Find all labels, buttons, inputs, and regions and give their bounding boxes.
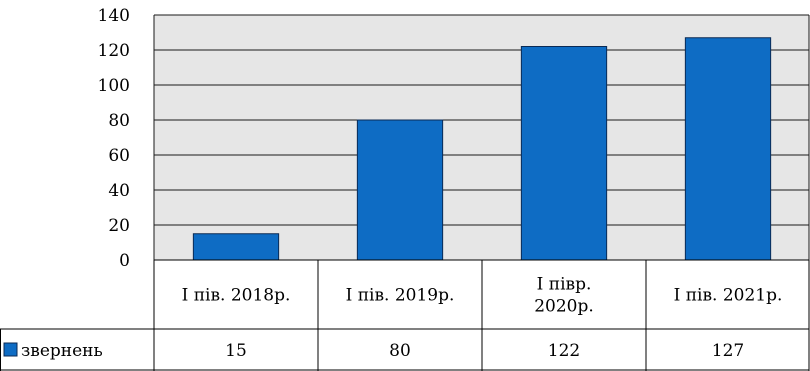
table-value-cell: 15 — [225, 341, 247, 361]
legend-swatch — [3, 342, 18, 357]
y-tick-label: 80 — [108, 111, 130, 131]
y-tick-label: 40 — [108, 181, 130, 201]
y-tick-label: 100 — [98, 76, 130, 96]
table-value-cell: 80 — [389, 341, 411, 361]
y-tick-label: 120 — [98, 41, 130, 61]
y-tick-label: 0 — [119, 251, 130, 271]
legend-label: звернень — [21, 341, 103, 361]
category-label: І півр. — [537, 275, 592, 295]
category-label: 2020р. — [534, 297, 594, 317]
data-table: І пів. 2018р. І пів. 2019р. І півр.2020р. І… — [0, 259, 810, 371]
y-tick-label: 60 — [108, 146, 130, 166]
category-label: І пів. 2019р. — [346, 286, 455, 306]
y-tick-label: 140 — [98, 6, 130, 26]
bar — [192, 233, 280, 261]
bar — [356, 119, 444, 261]
bar — [520, 46, 608, 261]
y-axis: 0 20 40 60 80 100 120 140 — [98, 6, 130, 271]
table-value-cell: 122 — [548, 341, 580, 361]
bar — [684, 37, 772, 261]
category-label: І пів. 2018р. — [182, 286, 291, 306]
bars — [192, 37, 772, 261]
table-value-cell: 127 — [712, 341, 744, 361]
y-tick-label: 20 — [108, 216, 130, 236]
category-label: І пів. 2021р. — [674, 286, 783, 306]
